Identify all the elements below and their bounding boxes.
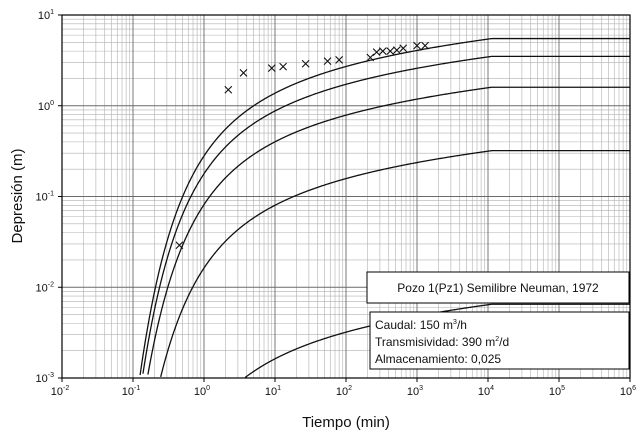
observation-point [224, 85, 233, 94]
type-curve [147, 86, 630, 375]
x-tick-label: 105 [549, 385, 565, 398]
observation-point [366, 53, 375, 62]
legend-title-box [366, 271, 630, 304]
observation-points [175, 41, 429, 250]
x-tick-label: 10-2 [51, 385, 70, 398]
legend-caudal: Caudal: 150 m3/h [375, 318, 467, 332]
legend-almacenamiento: Almacenamiento: 0,025 [375, 352, 501, 366]
y-axis-ticks: 10-3 10-2 10-1 100 101 [36, 9, 62, 385]
legend-transmisividad: Transmisividad: 390 m2/d [375, 335, 509, 349]
observation-point [372, 48, 381, 56]
type-curve [139, 37, 630, 376]
type-curve [160, 150, 630, 378]
y-tick-label: 101 [38, 9, 54, 22]
observation-point [239, 69, 248, 77]
type-curve [142, 55, 630, 374]
observation-point [267, 64, 276, 72]
x-axis-ticks: 10-2 10-1 100 101 102 103 104 105 106 [51, 378, 636, 398]
observation-point [323, 57, 332, 66]
observation-point [399, 44, 408, 53]
x-axis-title: Tiempo (min) [302, 414, 390, 431]
x-tick-label: 10-1 [122, 385, 141, 398]
observation-point [279, 62, 287, 71]
y-tick-label: 10-3 [36, 372, 55, 385]
observation-point [301, 59, 310, 68]
observation-point [386, 47, 395, 56]
observation-point [378, 47, 387, 56]
legend-title: Pozo 1(Pz1) Semilibre Neuman, 1972 [397, 281, 599, 295]
x-tick-label: 106 [620, 385, 636, 398]
plot-frame [61, 14, 631, 379]
observation-point [413, 41, 421, 50]
x-tick-label: 103 [407, 385, 423, 398]
y-tick-label: 10-1 [36, 191, 55, 204]
x-tick-label: 100 [194, 385, 210, 398]
y-tick-label: 10-2 [36, 281, 55, 294]
observation-point [175, 241, 184, 250]
x-tick-label: 104 [478, 385, 494, 398]
observation-point [392, 46, 401, 55]
y-tick-label: 100 [38, 100, 54, 113]
y-axis-title: Depresión (m) [9, 148, 26, 243]
legend: Pozo 1(Pz1) Semilibre Neuman, 1972 Cauda… [366, 271, 630, 370]
observation-point [335, 56, 344, 64]
x-tick-label: 101 [265, 385, 281, 398]
legend-info-box [369, 311, 630, 370]
observation-point [421, 41, 429, 50]
x-tick-label: 102 [336, 385, 352, 398]
